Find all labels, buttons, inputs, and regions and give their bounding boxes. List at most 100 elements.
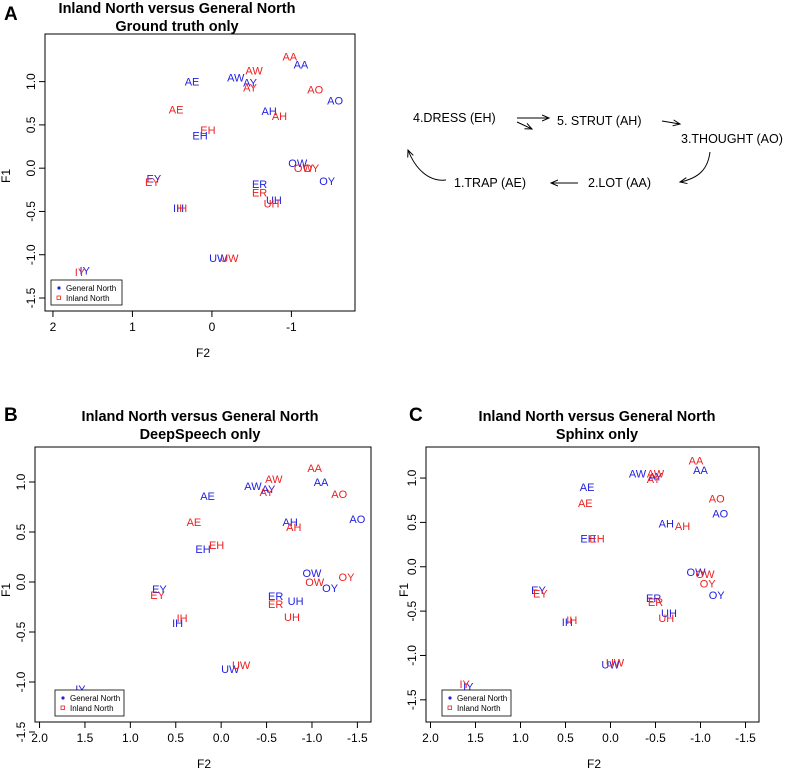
chart-c-xtick-label: 0.0 — [602, 731, 619, 745]
arrow-dress-down — [516, 121, 532, 129]
chart-a-general-point-oy: OY — [319, 176, 336, 188]
chart-b-ytick-label: 1.0 — [14, 473, 28, 490]
legend-c-inland-label: Inland North — [457, 704, 501, 713]
chart-c-inland-point-uh: UH — [658, 613, 674, 625]
chart-a-xtick-label: 1 — [129, 320, 136, 334]
chart-c-legend-box — [441, 689, 512, 717]
chart-b-xtick-label: 0.5 — [167, 731, 184, 745]
chart-a-xlabel: F2 — [196, 346, 210, 360]
chart-a-general-point-uw: UW — [209, 253, 228, 265]
chart-c-inland-point-ow: OW — [696, 569, 716, 581]
chart-a-inland-point-iy: IY — [75, 267, 86, 279]
arrow-trap-to-dress — [408, 150, 447, 181]
chart-a-inland-point-eh: EH — [200, 125, 215, 137]
legend-b-general-marker — [61, 696, 65, 700]
chart-a-inland-point-aa: AA — [282, 52, 297, 64]
chart-b-ytick-label: 0.0 — [14, 573, 28, 590]
chart-c-general-point-ae: AE — [580, 482, 595, 494]
chart-b-xlabel: F2 — [197, 757, 211, 771]
legend-a-inland-label: Inland North — [66, 294, 110, 303]
chart-a-general-point-ay: AY — [243, 77, 258, 89]
chart-b-general-point-aw: AW — [244, 481, 262, 493]
vowel-shift-diagram: 4.DRESS (EH) 5. STRUT (AH) 3.THOUGHT (AO… — [408, 111, 783, 190]
chart-b-inland-point-ih: IH — [177, 613, 188, 625]
chart-b-inland-point-aa: AA — [307, 463, 322, 475]
chart-b-ticks: 2.0 1.5 1.0 0.5 0.0 -0.5 -1.0 -1.5 -1.5 -1.0 -0.5 0… — [14, 473, 368, 745]
chart-b-xtick-label: 1.0 — [122, 731, 139, 745]
chart-b-xtick-label: -1.0 — [302, 731, 323, 745]
chart-b-inland-point-ow: OW — [305, 577, 325, 589]
shift-step-trap: 1.TRAP (AE) — [454, 176, 526, 190]
chart-b-ytick-label: -1.5 — [14, 721, 28, 742]
chart-c-title: Inland North versus General North — [479, 409, 716, 425]
chart-b-inland-point-er: ER — [268, 599, 283, 611]
chart-c-legend: General North Inland North — [441, 689, 512, 717]
legend-b-general-label: General North — [70, 694, 120, 703]
legend-a-general-marker — [57, 286, 61, 290]
chart-b-points: IYUWIHUHEREYOYOWEHAHAOAEAYAWAAIYUWIHUHER… — [69, 463, 366, 700]
shift-step-lot: 2.LOT (AA) — [588, 176, 651, 190]
chart-c-inland-point-ao: AO — [709, 493, 725, 505]
chart-a-inland-point-aw: AW — [245, 65, 263, 77]
chart-c-ytick-label: 1.0 — [405, 469, 419, 486]
chart-a-inland-point-er: ER — [252, 187, 267, 199]
chart-a-ticks: 2 1 0 -1 -1.5 -1.0 -0.5 0.0 0.5 1.0 — [24, 73, 297, 334]
chart-c-inland-point-oy: OY — [700, 579, 717, 591]
chart-b-xtick-label: 1.5 — [77, 731, 94, 745]
chart-a-inland-point-ao: AO — [307, 84, 323, 96]
shift-step-thought: 3.THOUGHT (AO) — [681, 132, 783, 146]
chart-b-xtick-label: 2.0 — [31, 731, 48, 745]
chart-b-general-point-ay: AY — [261, 484, 276, 496]
shift-step-strut: 5. STRUT (AH) — [557, 114, 642, 128]
legend-c-general-marker — [448, 696, 452, 700]
arrow-strut-to-thought — [661, 121, 680, 124]
chart-c-general-point-oy: OY — [709, 590, 726, 602]
chart-a-general-point-er: ER — [252, 179, 267, 191]
chart-b-plot-area — [34, 446, 372, 723]
chart-c-ytick-label: -0.5 — [405, 600, 419, 621]
chart-a-inland-point-ae: AE — [169, 104, 184, 116]
chart-c-general-point-er: ER — [646, 593, 661, 605]
chart-a-general-point-eh: EH — [192, 130, 207, 142]
chart-b-general-point-oy: OY — [322, 583, 339, 595]
chart-b-inland-point-ey: EY — [150, 590, 165, 602]
chart-a-inland-point-ah: AH — [272, 111, 287, 123]
chart-b-xtick-label: -0.5 — [256, 731, 277, 745]
chart-c-general-point-ey: EY — [531, 585, 546, 597]
chart-c-general-point-ih: IH — [562, 617, 573, 629]
panel-letter-a: A — [4, 4, 18, 25]
chart-b-inland-point-uw: UW — [232, 660, 251, 672]
chart-a-subtitle: Ground truth only — [115, 19, 238, 35]
chart-a-inland-point-uw: UW — [220, 253, 239, 265]
chart-b-general-point-ao: AO — [349, 514, 365, 526]
chart-c-inland-point-er: ER — [648, 597, 663, 609]
legend-c-inland-marker — [447, 705, 452, 710]
chart-c-plot-area — [425, 446, 760, 723]
chart-b-legend-box — [54, 689, 125, 717]
legend-b-inland-label: Inland North — [70, 704, 114, 713]
chart-c-general-point-eh: EH — [580, 533, 595, 545]
chart-a-general-point-ih: IH — [173, 203, 184, 215]
chart-c-general-point-ow: OW — [687, 567, 707, 579]
chart-a-xtick-label: 2 — [50, 320, 57, 334]
chart-a-general-point-ae: AE — [185, 77, 200, 89]
chart-c-inland-point-iy: IY — [459, 679, 470, 691]
chart-a-ytick-label: -1.0 — [24, 244, 38, 265]
chart-a-ytick-label: 0.0 — [24, 160, 38, 177]
chart-b-general-point-aa: AA — [314, 477, 329, 489]
chart-b-title: Inland North versus General North — [82, 409, 319, 425]
chart-c-inland-point-ay: AY — [647, 474, 662, 486]
chart-c-inland-point-ah: AH — [675, 521, 690, 533]
chart-b-subtitle: DeepSpeech only — [140, 427, 261, 443]
chart-a-ylabel: F1 — [0, 169, 13, 183]
chart-c-inland-point-ih: IH — [566, 615, 577, 627]
chart-b-general-point-ih: IH — [172, 618, 183, 630]
chart-c-subtitle: Sphinx only — [556, 427, 638, 443]
chart-c-inland-point-aw: AW — [647, 469, 665, 481]
chart-c-general-point-ah: AH — [659, 518, 674, 530]
legend-a-general-label: General North — [66, 284, 116, 293]
arrow-thought-to-lot — [680, 151, 711, 182]
chart-a-ytick-label: 1.0 — [24, 73, 38, 90]
